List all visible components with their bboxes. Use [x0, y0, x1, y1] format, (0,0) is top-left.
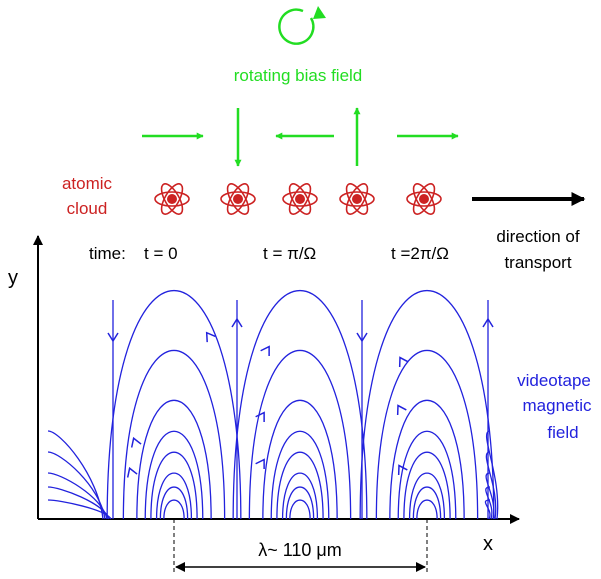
videotape-label-line2: magnetic: [523, 396, 592, 415]
field-arrow-arch: [396, 404, 407, 415]
circular-arrow-icon: [278, 6, 326, 45]
field-arrow-arch: [205, 331, 216, 343]
x-axis-label: x: [483, 533, 493, 555]
field-line-arch: [375, 349, 479, 520]
field-line-edge: [485, 486, 493, 520]
atomic-cloud-label-line2: cloud: [67, 199, 108, 218]
wavelength-label: λ~ 110 μm: [258, 540, 342, 560]
atomic-clouds: [154, 183, 442, 215]
atom-icon: [282, 183, 318, 215]
field-line-arch: [270, 430, 330, 520]
field-arrow-down: [107, 332, 119, 343]
field-arrow-down: [356, 332, 368, 343]
field-arrow-arch: [398, 356, 409, 367]
atom-icon: [154, 183, 190, 215]
field-line-arch: [403, 451, 451, 520]
atom-icon: [406, 183, 442, 215]
field-line-arch: [281, 472, 319, 520]
field-line-arch: [122, 349, 226, 520]
field-arrow-arch: [255, 411, 265, 423]
field-line-edge: [47, 499, 112, 520]
field-line-arch: [248, 349, 352, 520]
videotape-label-line3: field: [547, 423, 578, 442]
field-line-arch: [262, 399, 338, 520]
field-line-arch: [155, 472, 193, 520]
atom-icon: [339, 183, 375, 215]
field-arrow-up: [482, 317, 494, 328]
time-2pi-label: t =2π/Ω: [391, 244, 449, 263]
field-line-arch: [106, 289, 242, 520]
field-arrow-arch: [126, 466, 138, 478]
atomic-cloud-label-line1: atomic: [62, 174, 113, 193]
field-arrow-arch: [255, 458, 265, 470]
field-line-arch: [412, 486, 442, 520]
field-line-arch: [159, 486, 189, 520]
field-line-arch: [285, 486, 315, 520]
bias-field-label: rotating bias field: [234, 66, 363, 85]
videotape-label-line1: videotape: [517, 371, 591, 390]
transport-label-line1: direction of: [496, 227, 579, 246]
field-line-arch: [276, 451, 324, 520]
field-line-arch: [397, 430, 457, 520]
videotape-field-lines: [47, 289, 499, 520]
field-line-arch: [163, 499, 185, 520]
field-line-arch: [150, 451, 198, 520]
field-line-arch: [289, 499, 311, 520]
field-line-arch: [389, 399, 465, 520]
field-arrow-arch: [260, 345, 270, 357]
field-arrow-arch: [130, 436, 142, 448]
atom-icon: [220, 183, 256, 215]
field-line-arch: [232, 289, 368, 520]
y-axis-label: y: [8, 267, 18, 289]
field-line-arch: [144, 430, 204, 520]
time-0-label: t = 0: [144, 244, 178, 263]
field-line-arch: [359, 289, 495, 520]
field-arrow-arch: [397, 464, 408, 475]
field-line-arch: [408, 472, 446, 520]
field-arrow-up: [231, 317, 243, 328]
time-label: time:: [89, 244, 126, 263]
bias-field-arrows: [142, 107, 459, 167]
field-line-arch: [416, 499, 438, 520]
field-line-arch: [136, 399, 212, 520]
transport-label-line2: transport: [504, 253, 571, 272]
time-pi-label: t = π/Ω: [263, 244, 316, 263]
